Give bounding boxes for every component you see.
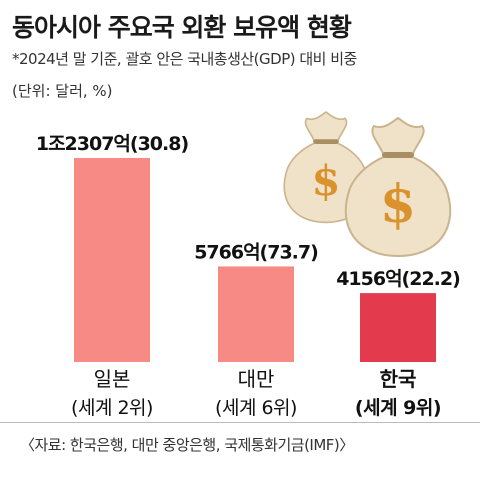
rank-label-3: (세계 9위) (355, 397, 441, 419)
data-label-1: 1조2307억(30.8) (36, 133, 189, 155)
footer-divider (0, 422, 480, 423)
chart-note: *2024년 말 기준, 괄호 안은 국내총생산(GDP) 대비 비중 (12, 50, 357, 68)
dollar-sign-icon: $ (312, 156, 341, 205)
data-label-2: 5766억(73.7) (194, 241, 318, 263)
bar-3 (360, 293, 436, 362)
bar-2 (218, 266, 294, 362)
rank-label-2: (세계 6위) (215, 397, 297, 419)
rank-label-1: (세계 2위) (71, 397, 153, 419)
category-label-3: 한국 (380, 367, 417, 391)
money-bag-icon-front: $ (344, 116, 452, 258)
dollar-sign-icon: $ (380, 174, 416, 235)
money-bags-illustration: $ $ (283, 111, 452, 258)
data-label-3: 4156억(22.2) (336, 268, 460, 290)
category-label-1: 일본 (94, 367, 131, 391)
source-note: 〈자료: 한국은행, 대만 중앙은행, 국제통화기금(IMF)〉 (20, 436, 354, 454)
chart-title: 동아시아 주요국 외환 보유액 현황 (12, 13, 352, 42)
category-label-2: 대만 (238, 367, 275, 391)
bars-group: 1조2307억(30.8) 일본 (세계 2위) 5766억(73.7) 대만 (세계 6… (36, 133, 461, 419)
bar-1 (74, 158, 150, 362)
chart-unit: (단위: 달러, %) (12, 82, 113, 100)
bar-chart: $ $ 1조2307억(30.8)일본(세계 2위)5766억(73.7)대만(세… (36, 111, 461, 419)
